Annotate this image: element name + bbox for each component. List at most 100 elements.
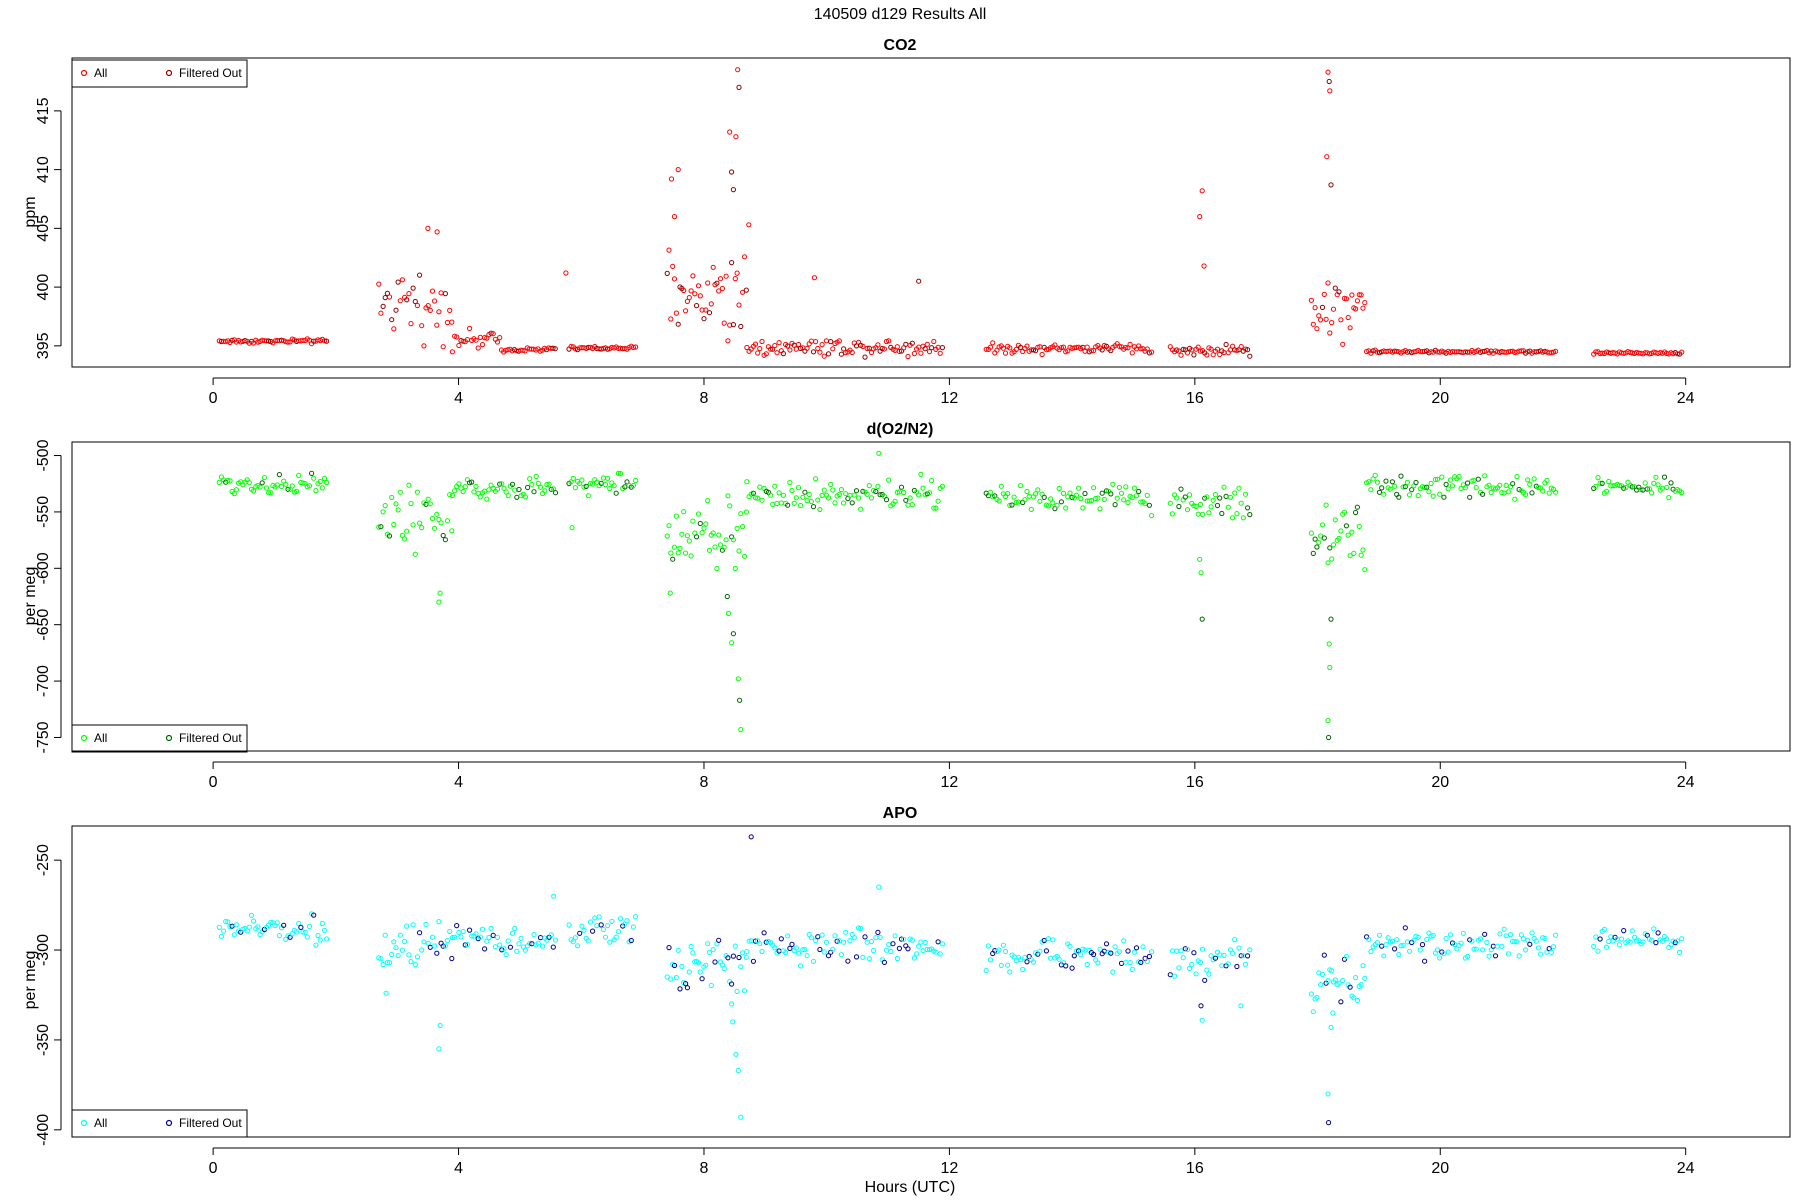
point-all [438,520,444,526]
point-all [321,338,328,344]
point-all [1486,953,1492,959]
point-all [843,929,849,935]
point-all [813,339,819,345]
point-all [1372,472,1378,478]
point-all [757,346,763,352]
point-all [911,351,918,357]
point-all [225,477,231,483]
point-filtered-out [789,941,795,948]
point-filtered-out [1146,502,1153,508]
point-all [1327,664,1333,671]
point-all [1674,938,1681,944]
point-all [1548,949,1554,955]
point-filtered-out [1245,505,1251,511]
x-tick-label: 16 [1186,1160,1204,1177]
point-all [1319,971,1326,978]
point-all [452,488,458,494]
point-filtered-out [730,322,737,328]
point-filtered-out [1546,946,1552,952]
point-filtered-out [748,834,754,840]
point-all [894,955,900,962]
point-all [690,273,696,279]
point-all [675,550,681,556]
point-all [1123,344,1129,351]
point-all [1018,957,1024,963]
point-filtered-out [1383,478,1389,484]
point-all [449,319,455,325]
point-filtered-out [916,278,922,284]
point-all [1091,485,1097,491]
point-all [1415,493,1421,499]
point-filtered-out [1402,484,1408,490]
point-all [423,921,429,927]
point-filtered-out [1191,950,1197,956]
point-all [429,515,436,522]
point-all [479,926,486,932]
point-all [1666,495,1672,501]
point-all [285,339,291,345]
point-all [1314,326,1320,332]
point-all [389,494,395,501]
point-all [1595,475,1601,481]
point-all [609,918,615,925]
point-filtered-out [1245,347,1251,353]
point-all [732,943,738,949]
point-all [701,525,707,531]
point-all [531,932,537,938]
point-all [501,485,507,491]
point-all [926,490,933,496]
point-all [522,494,529,500]
point-all [1542,935,1548,942]
point-filtered-out [1353,509,1359,516]
point-all [1236,485,1242,491]
point-filtered-out [729,260,735,266]
point-filtered-out [810,504,817,510]
point-all [787,347,793,353]
point-all [315,932,321,939]
point-filtered-out [736,84,742,91]
point-all [1351,995,1357,1001]
point-all [719,285,726,292]
point-all [1428,480,1434,487]
point-filtered-out [516,486,522,493]
point-all [772,343,778,349]
legend-label-all: All [94,1116,107,1130]
point-filtered-out [1247,512,1253,518]
point-all [1323,502,1329,508]
legend-label-filtered: Filtered Out [179,66,242,80]
point-all [434,229,440,235]
point-all [1056,956,1062,963]
point-filtered-out [1441,494,1447,500]
point-all [671,214,678,220]
point-all [677,545,683,552]
point-all [503,952,509,958]
point-filtered-out [434,950,440,956]
point-all [1180,955,1186,961]
point-all [1360,963,1366,969]
point-all [1606,938,1612,945]
point-all [733,1051,739,1057]
point-all [705,941,711,947]
point-all [404,528,410,534]
point-all [380,509,386,515]
point-all [1039,351,1045,358]
point-all [633,477,639,484]
point-all [494,339,501,345]
point-all [1488,489,1494,495]
point-all [477,934,483,940]
point-all [227,923,233,930]
point-all [397,489,403,495]
point-all [838,952,845,958]
point-all [615,470,622,476]
point-all [673,975,680,981]
point-all [1116,484,1123,490]
point-filtered-out [550,345,556,351]
point-filtered-out [624,479,630,485]
point-all [569,525,575,531]
point-all [1619,936,1625,942]
point-all [1060,344,1067,350]
point-all [397,298,403,304]
point-all [1538,951,1544,957]
point-all [1187,965,1193,972]
point-all [675,167,681,173]
